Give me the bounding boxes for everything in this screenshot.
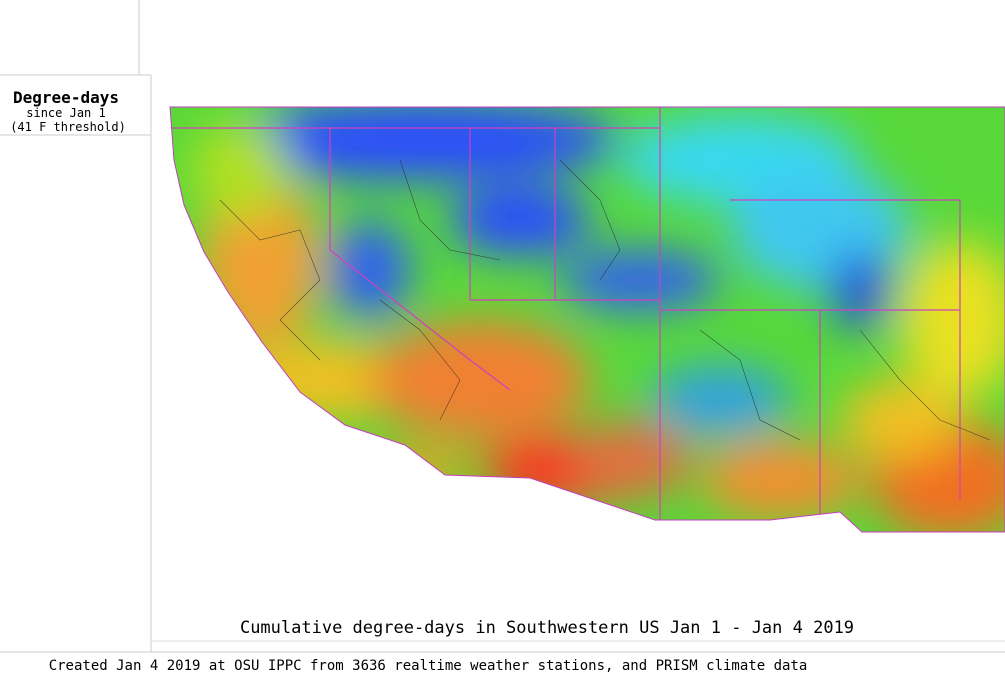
map-title: Cumulative degree-days in Southwestern U… xyxy=(240,618,854,638)
footer-credit: Created Jan 4 2019 at OSU IPPC from 3636… xyxy=(49,658,808,674)
legend-threshold: (41 F threshold) xyxy=(10,120,126,134)
legend-title: Degree-days xyxy=(13,88,119,107)
degree-day-map xyxy=(170,107,1005,532)
map-outline xyxy=(169,106,1005,533)
legend-subtitle: since Jan 1 xyxy=(26,106,105,120)
